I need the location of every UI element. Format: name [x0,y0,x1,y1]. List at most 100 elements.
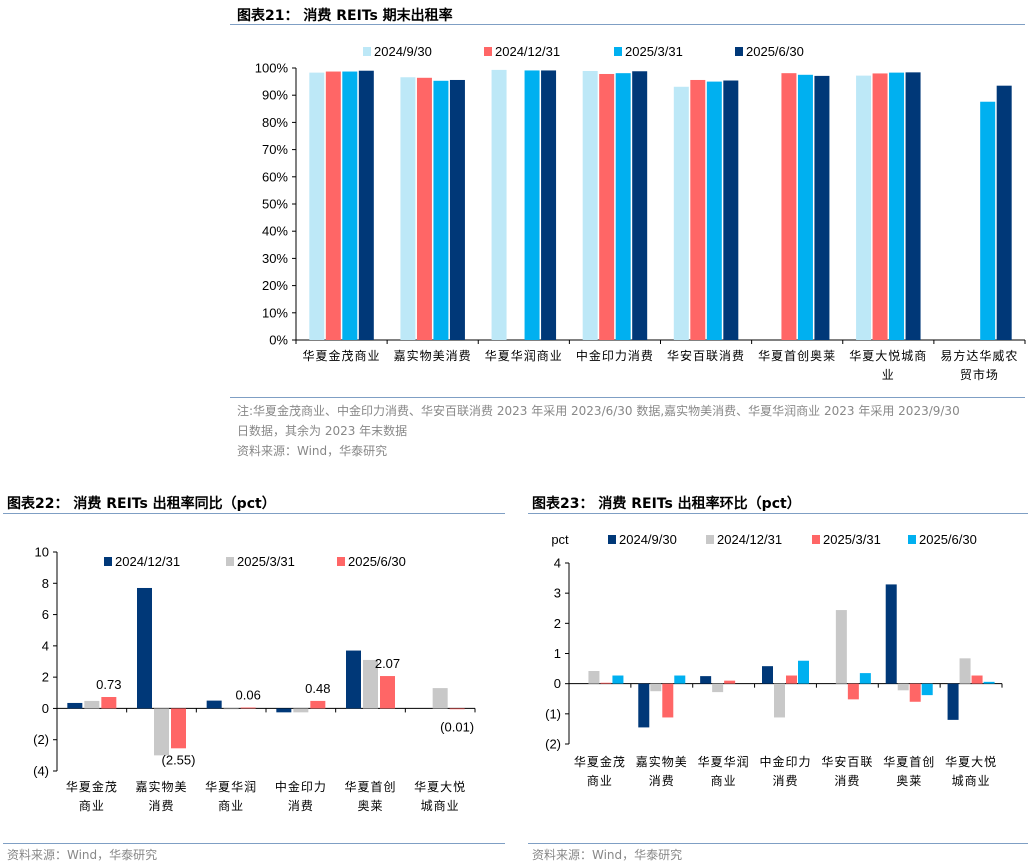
bar [293,708,309,713]
y-axis-label: pct [551,532,569,547]
bar [847,683,859,700]
bar [662,683,674,718]
bar [959,658,971,684]
data-label: 2.07 [375,656,400,671]
bar [762,666,773,684]
bar [432,688,448,709]
category-label: 城商业 [421,798,460,813]
bar [872,73,888,340]
bar [690,79,706,340]
category-label: 华夏大悦 [945,755,997,769]
legend-label: 2024/9/30 [374,44,432,59]
divider [230,24,1025,25]
category-label: 奥莱 [896,774,922,788]
y-tick-label: 80% [262,115,288,130]
legend-swatch [614,47,622,56]
bar [723,80,739,341]
category-label: 中金印力消费 [576,348,654,363]
legend-swatch [104,557,112,566]
category-label: 嘉实物美 [135,779,187,794]
y-tick-label: 100% [255,61,289,76]
category-label: 华夏首创奥莱 [758,349,836,363]
chart23-source: 资料来源：Wind，华泰研究 [532,848,683,862]
y-tick-label: 10 [35,545,49,560]
bar [363,659,378,709]
category-label: 华夏大悦 [414,780,466,794]
legend-swatch [608,535,616,544]
y-tick-label: 2 [42,670,49,685]
category-label: 华安百联消费 [667,348,745,363]
legend-label: 2025/3/31 [625,44,683,59]
divider [528,513,1028,514]
legend-swatch [908,535,916,544]
category-label: 商业 [711,773,737,788]
bar [774,683,785,718]
category-label: 华夏华润 [698,755,750,769]
category-label: 华安百联 [821,754,873,769]
bar [724,680,736,684]
divider [3,513,505,514]
legend-label: 2024/12/31 [495,44,560,59]
bar [524,70,540,340]
legend-label: 2024/12/31 [717,532,782,547]
bar [346,650,361,709]
y-tick-label: 4 [42,638,49,653]
y-tick-label: 10% [262,305,288,320]
bar [541,70,557,340]
bar [835,610,847,684]
category-label: 嘉实物美 [636,754,688,769]
bar [67,702,83,709]
legend-label: 2025/3/31 [237,554,295,569]
category-label: 嘉实物美消费 [394,348,472,363]
bar [638,683,650,728]
bar [786,675,797,684]
category-label: 华夏华润 [205,780,257,794]
legend-label: 2025/6/30 [348,554,406,569]
data-label: 0.06 [236,687,261,702]
category-label: 消费 [834,774,860,788]
category-label: 华夏首创 [883,755,935,769]
bar [582,70,598,340]
category-label: 贸市场 [960,367,999,382]
bar [615,73,631,340]
y-tick-label: 60% [262,169,288,184]
bar [599,73,615,340]
legend-label: 2024/12/31 [115,554,180,569]
bar [885,584,897,684]
category-label: 华夏华润商业 [485,348,563,363]
bar [612,675,624,684]
category-label: 城商业 [952,773,991,788]
bar [309,72,325,341]
divider [528,843,1028,844]
y-tick-label: 6 [42,607,49,622]
y-tick-label: 4 [554,556,561,571]
bar [276,708,292,713]
bar [491,69,507,341]
bar [797,74,813,341]
data-label: 0.48 [305,681,330,696]
bar [781,73,797,340]
category-label: 消费 [148,799,174,813]
legend-swatch [363,47,371,56]
y-tick-label: 0 [554,676,561,691]
data-label: (2.55) [162,752,196,767]
category-label: 华夏金茂商业 [303,348,381,363]
chart21-title: 图表21： 消费 REITs 期末出租率 [237,8,453,24]
bar [449,79,465,340]
bar [223,708,239,710]
category-label: 商业 [79,798,105,813]
bar [897,683,909,691]
bar [154,708,169,756]
y-tick-label: 20% [262,278,288,293]
chart22-title: 图表22： 消费 REITs 出租率同比（pct） [7,496,276,512]
category-label: 华夏金茂 [66,779,118,794]
legend-swatch [812,535,820,544]
bar [909,683,921,702]
bar [921,683,933,696]
legend-label: 2025/6/30 [919,532,977,547]
category-label: 商业 [587,773,613,788]
data-label: (0.01) [440,719,474,734]
y-tick-label: 0% [269,333,288,348]
legend-label: 2024/9/30 [619,532,677,547]
